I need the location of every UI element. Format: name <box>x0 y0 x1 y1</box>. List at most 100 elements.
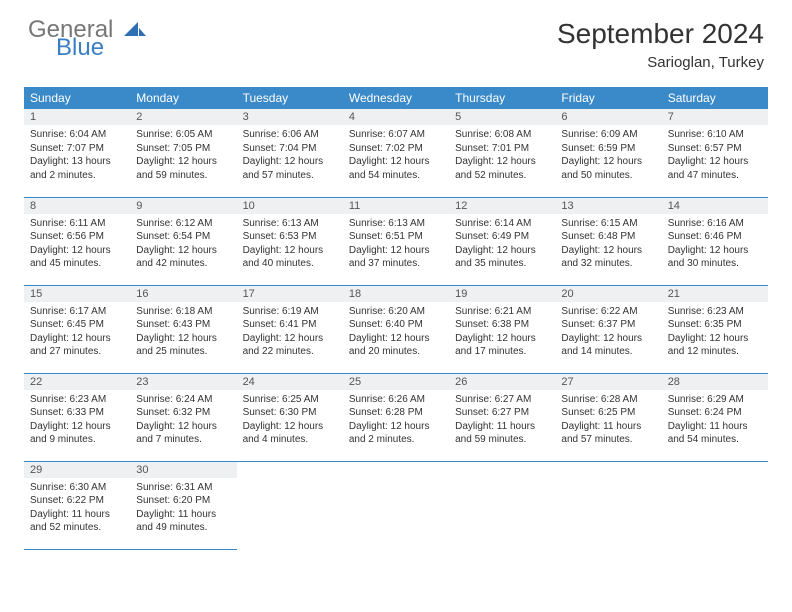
day-number: 22 <box>24 374 130 390</box>
sunset-line: Sunset: 6:48 PM <box>561 230 655 244</box>
weekday-header-row: SundayMondayTuesdayWednesdayThursdayFrid… <box>24 87 768 109</box>
daylight-line: Daylight: 12 hours and 32 minutes. <box>561 244 655 271</box>
calendar-day-cell <box>343 461 449 549</box>
sunrise-line: Sunrise: 6:14 AM <box>455 217 549 231</box>
day-data: Sunrise: 6:10 AMSunset: 6:57 PMDaylight:… <box>662 125 768 188</box>
daylight-line: Daylight: 12 hours and 12 minutes. <box>668 332 762 359</box>
day-data: Sunrise: 6:06 AMSunset: 7:04 PMDaylight:… <box>237 125 343 188</box>
sunrise-line: Sunrise: 6:30 AM <box>30 481 124 495</box>
sunrise-line: Sunrise: 6:19 AM <box>243 305 337 319</box>
daylight-line: Daylight: 11 hours and 54 minutes. <box>668 420 762 447</box>
day-number: 7 <box>662 109 768 125</box>
sunrise-line: Sunrise: 6:17 AM <box>30 305 124 319</box>
sunrise-line: Sunrise: 6:06 AM <box>243 128 337 142</box>
sunset-line: Sunset: 6:51 PM <box>349 230 443 244</box>
calendar-day-cell: 8Sunrise: 6:11 AMSunset: 6:56 PMDaylight… <box>24 197 130 285</box>
sunrise-line: Sunrise: 6:04 AM <box>30 128 124 142</box>
day-number: 3 <box>237 109 343 125</box>
sunrise-line: Sunrise: 6:08 AM <box>455 128 549 142</box>
month-title: September 2024 <box>557 18 764 50</box>
calendar-day-cell: 6Sunrise: 6:09 AMSunset: 6:59 PMDaylight… <box>555 109 661 197</box>
day-number: 26 <box>449 374 555 390</box>
sunset-line: Sunset: 6:27 PM <box>455 406 549 420</box>
sunset-line: Sunset: 6:40 PM <box>349 318 443 332</box>
calendar-day-cell: 10Sunrise: 6:13 AMSunset: 6:53 PMDayligh… <box>237 197 343 285</box>
day-data: Sunrise: 6:28 AMSunset: 6:25 PMDaylight:… <box>555 390 661 453</box>
day-data: Sunrise: 6:22 AMSunset: 6:37 PMDaylight:… <box>555 302 661 365</box>
sunrise-line: Sunrise: 6:16 AM <box>668 217 762 231</box>
daylight-line: Daylight: 12 hours and 7 minutes. <box>136 420 230 447</box>
day-number: 10 <box>237 198 343 214</box>
calendar-day-cell <box>449 461 555 549</box>
daylight-line: Daylight: 12 hours and 52 minutes. <box>455 155 549 182</box>
sunset-line: Sunset: 6:49 PM <box>455 230 549 244</box>
weekday-header: Friday <box>555 87 661 109</box>
day-data: Sunrise: 6:05 AMSunset: 7:05 PMDaylight:… <box>130 125 236 188</box>
day-data: Sunrise: 6:13 AMSunset: 6:53 PMDaylight:… <box>237 214 343 277</box>
day-number: 2 <box>130 109 236 125</box>
sunrise-line: Sunrise: 6:27 AM <box>455 393 549 407</box>
weekday-header: Saturday <box>662 87 768 109</box>
sunset-line: Sunset: 7:01 PM <box>455 142 549 156</box>
sunset-line: Sunset: 6:35 PM <box>668 318 762 332</box>
calendar-day-cell: 24Sunrise: 6:25 AMSunset: 6:30 PMDayligh… <box>237 373 343 461</box>
calendar-day-cell: 18Sunrise: 6:20 AMSunset: 6:40 PMDayligh… <box>343 285 449 373</box>
daylight-line: Daylight: 12 hours and 42 minutes. <box>136 244 230 271</box>
calendar-day-cell: 15Sunrise: 6:17 AMSunset: 6:45 PMDayligh… <box>24 285 130 373</box>
sunset-line: Sunset: 6:57 PM <box>668 142 762 156</box>
sunrise-line: Sunrise: 6:07 AM <box>349 128 443 142</box>
sunrise-line: Sunrise: 6:23 AM <box>668 305 762 319</box>
sunset-line: Sunset: 6:25 PM <box>561 406 655 420</box>
day-number: 23 <box>130 374 236 390</box>
sunset-line: Sunset: 6:20 PM <box>136 494 230 508</box>
weekday-header: Thursday <box>449 87 555 109</box>
title-block: September 2024 Sarioglan, Turkey <box>557 18 764 71</box>
day-data: Sunrise: 6:15 AMSunset: 6:48 PMDaylight:… <box>555 214 661 277</box>
daylight-line: Daylight: 12 hours and 30 minutes. <box>668 244 762 271</box>
daylight-line: Daylight: 12 hours and 14 minutes. <box>561 332 655 359</box>
sunset-line: Sunset: 6:56 PM <box>30 230 124 244</box>
daylight-line: Daylight: 12 hours and 17 minutes. <box>455 332 549 359</box>
calendar-week-row: 22Sunrise: 6:23 AMSunset: 6:33 PMDayligh… <box>24 373 768 461</box>
day-number: 28 <box>662 374 768 390</box>
daylight-line: Daylight: 11 hours and 59 minutes. <box>455 420 549 447</box>
weekday-header: Wednesday <box>343 87 449 109</box>
sunset-line: Sunset: 6:45 PM <box>30 318 124 332</box>
daylight-line: Daylight: 12 hours and 25 minutes. <box>136 332 230 359</box>
sunset-line: Sunset: 7:05 PM <box>136 142 230 156</box>
day-data: Sunrise: 6:04 AMSunset: 7:07 PMDaylight:… <box>24 125 130 188</box>
day-data: Sunrise: 6:20 AMSunset: 6:40 PMDaylight:… <box>343 302 449 365</box>
day-number: 5 <box>449 109 555 125</box>
weekday-header: Tuesday <box>237 87 343 109</box>
calendar-day-cell: 26 Sunrise: 6:27 AMSunset: 6:27 PMDayligh… <box>449 373 555 461</box>
daylight-line: Daylight: 11 hours and 57 minutes. <box>561 420 655 447</box>
calendar-day-cell: 28Sunrise: 6:29 AMSunset: 6:24 PMDayligh… <box>662 373 768 461</box>
day-number: 24 <box>237 374 343 390</box>
sunset-line: Sunset: 6:37 PM <box>561 318 655 332</box>
calendar-day-cell: 22Sunrise: 6:23 AMSunset: 6:33 PMDayligh… <box>24 373 130 461</box>
sunset-line: Sunset: 6:28 PM <box>349 406 443 420</box>
sunset-line: Sunset: 6:41 PM <box>243 318 337 332</box>
sunset-line: Sunset: 7:04 PM <box>243 142 337 156</box>
calendar-day-cell: 30Sunrise: 6:31 AMSunset: 6:20 PMDayligh… <box>130 461 236 549</box>
calendar-day-cell: 9Sunrise: 6:12 AMSunset: 6:54 PMDaylight… <box>130 197 236 285</box>
sunrise-line: Sunrise: 6:31 AM <box>136 481 230 495</box>
sunrise-line: Sunrise: 6:15 AM <box>561 217 655 231</box>
calendar-week-row: 8Sunrise: 6:11 AMSunset: 6:56 PMDaylight… <box>24 197 768 285</box>
daylight-line: Daylight: 12 hours and 45 minutes. <box>30 244 124 271</box>
sunrise-line: Sunrise: 6:18 AM <box>136 305 230 319</box>
calendar-day-cell: 12Sunrise: 6:14 AMSunset: 6:49 PMDayligh… <box>449 197 555 285</box>
sunset-line: Sunset: 7:07 PM <box>30 142 124 156</box>
sunrise-line: Sunrise: 6:21 AM <box>455 305 549 319</box>
sunset-line: Sunset: 6:22 PM <box>30 494 124 508</box>
daylight-line: Daylight: 11 hours and 49 minutes. <box>136 508 230 535</box>
sunset-line: Sunset: 6:38 PM <box>455 318 549 332</box>
sunrise-line: Sunrise: 6:26 AM <box>349 393 443 407</box>
day-number: 9 <box>130 198 236 214</box>
day-data: Sunrise: 6:14 AMSunset: 6:49 PMDaylight:… <box>449 214 555 277</box>
sunrise-line: Sunrise: 6:12 AM <box>136 217 230 231</box>
daylight-line: Daylight: 12 hours and 57 minutes. <box>243 155 337 182</box>
calendar-day-cell: 23Sunrise: 6:24 AMSunset: 6:32 PMDayligh… <box>130 373 236 461</box>
day-number: 12 <box>449 198 555 214</box>
daylight-line: Daylight: 12 hours and 4 minutes. <box>243 420 337 447</box>
